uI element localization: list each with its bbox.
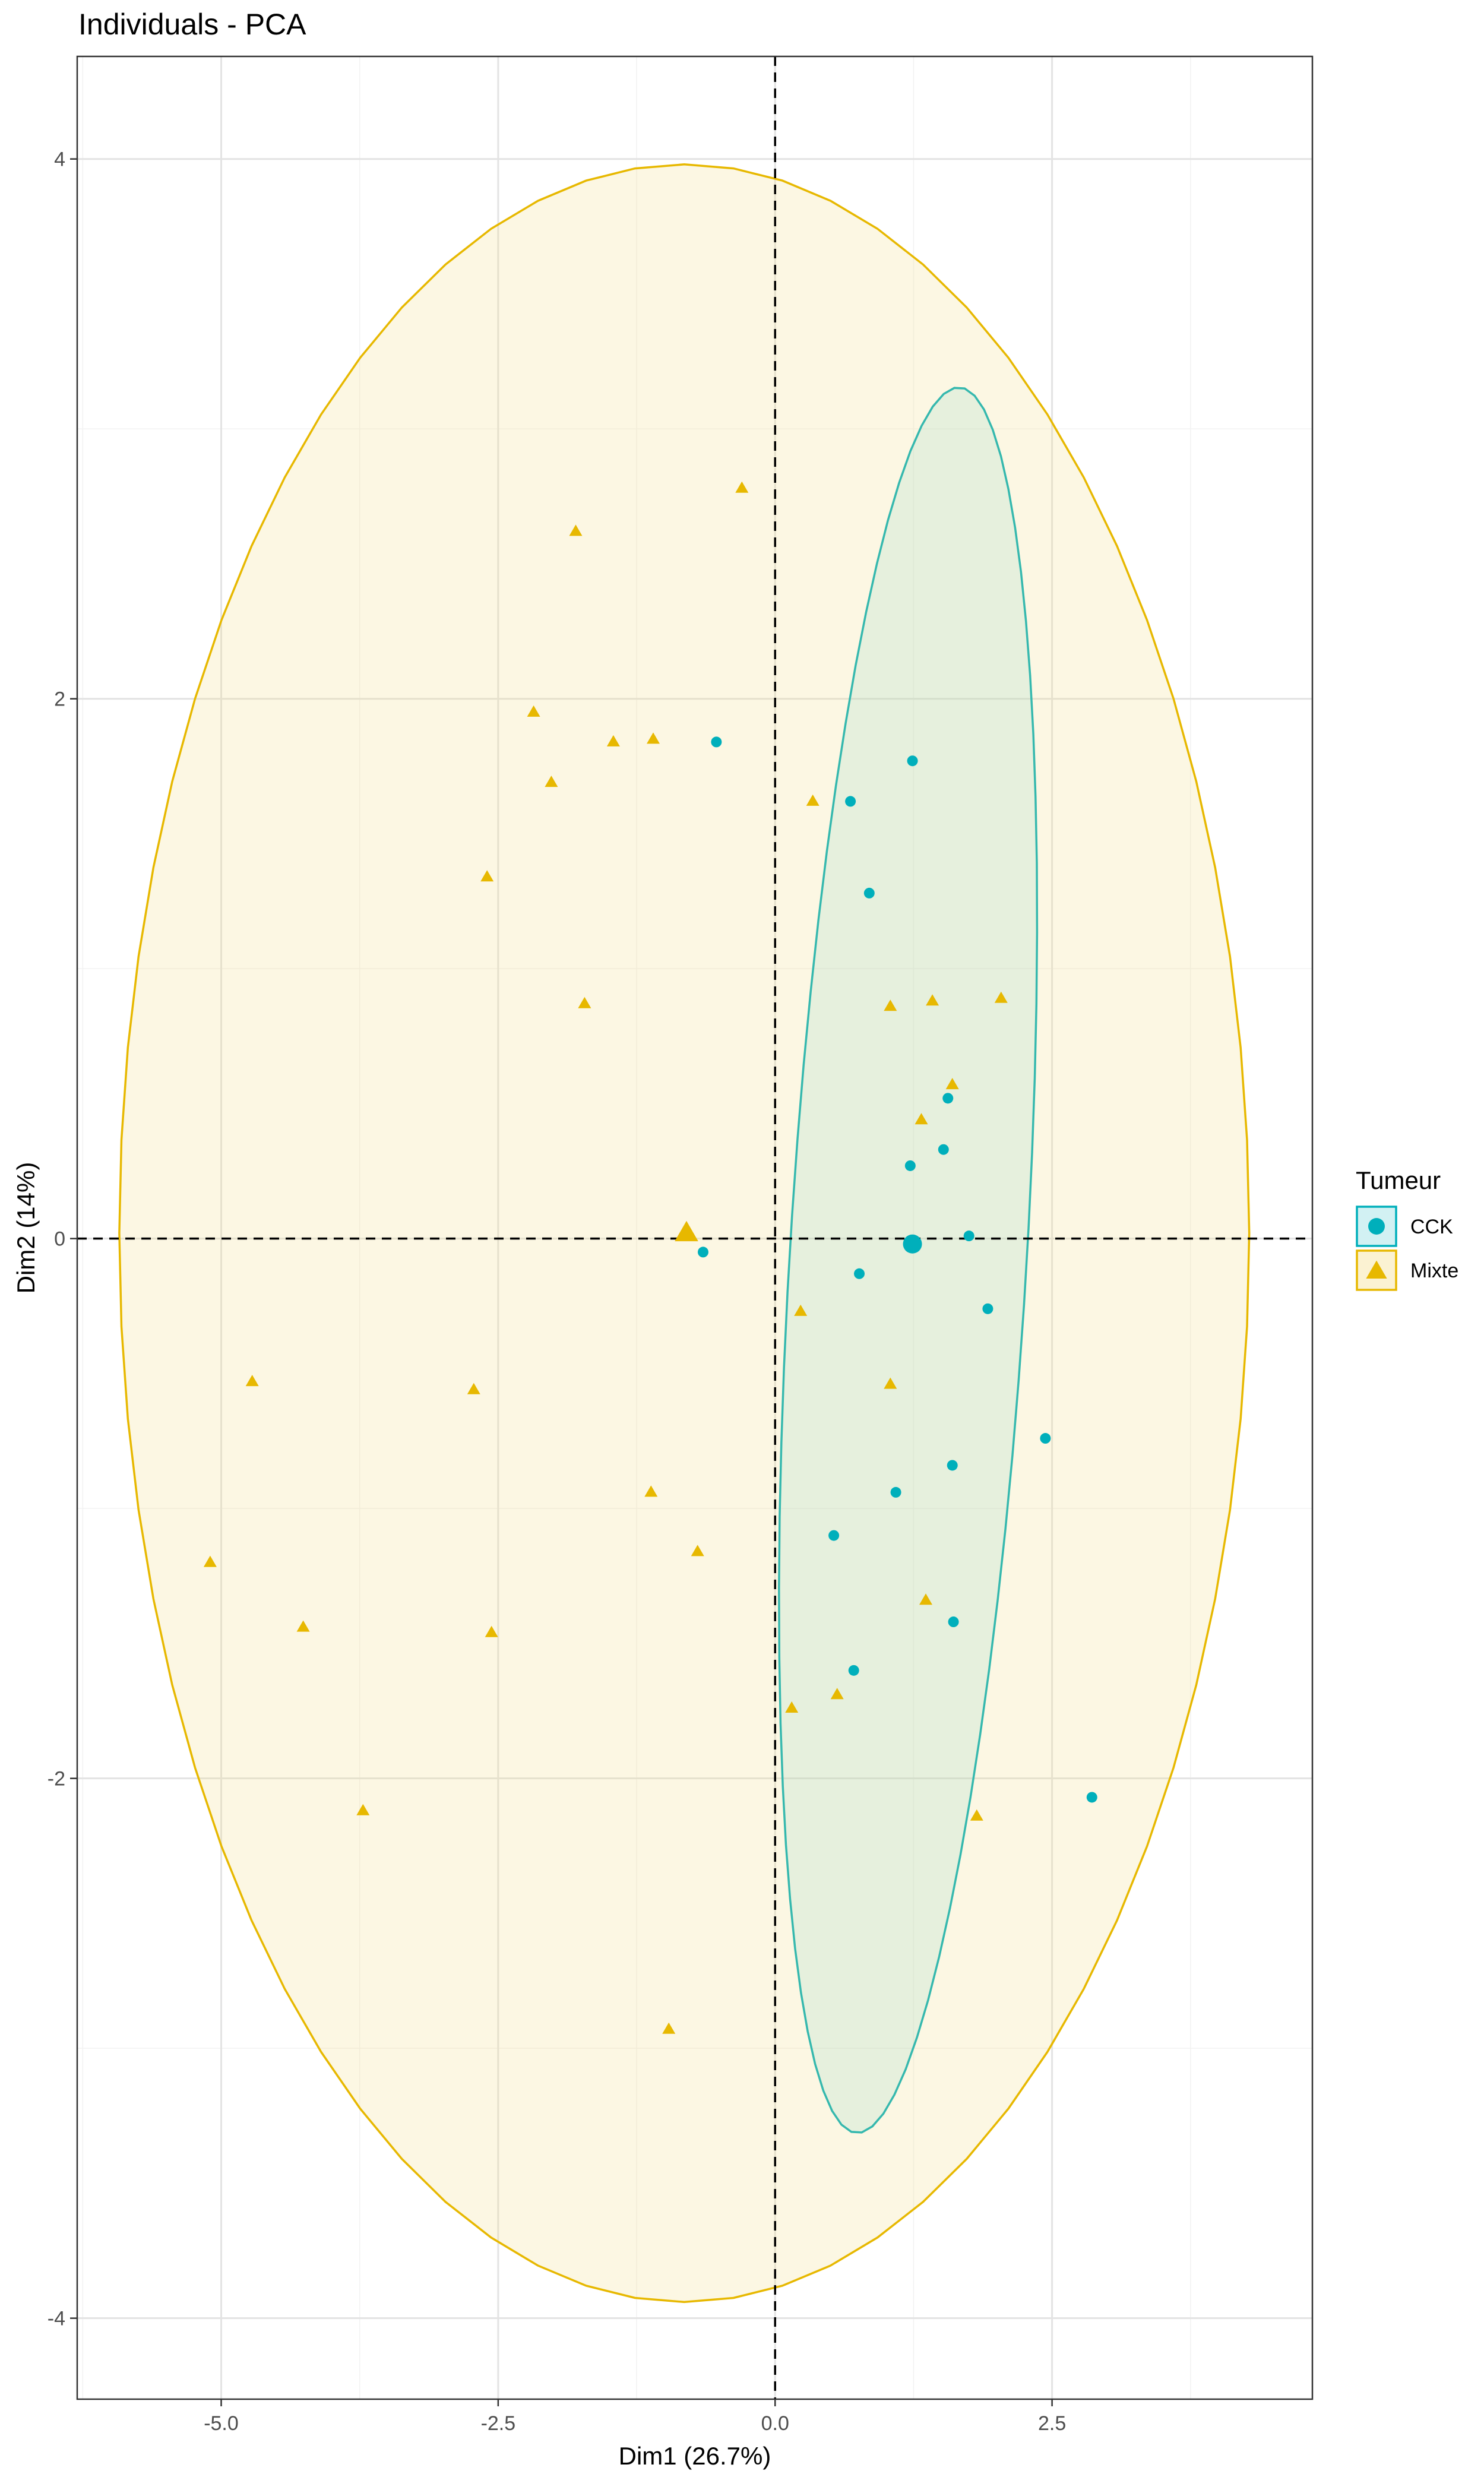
point-mixte [884, 1377, 897, 1389]
legend-title: Tumeur [1356, 1166, 1441, 1194]
x-tick-label: 2.5 [1038, 2412, 1066, 2435]
point-cck [948, 1616, 959, 1628]
point-cck [711, 736, 722, 748]
x-tick-label: 0.0 [761, 2412, 789, 2435]
point-mixte [203, 1555, 217, 1567]
legend-items: CCK Mixte [1356, 1206, 1458, 1291]
point-cck [863, 887, 875, 899]
point-cck [963, 1230, 974, 1242]
data-points [203, 481, 1097, 2034]
point-mixte [527, 705, 540, 717]
y-tick-label: 2 [54, 688, 65, 711]
legend-label-cck: CCK [1410, 1216, 1453, 1238]
point-mixte [480, 870, 494, 882]
y-axis: -4 -2 0 2 4 [48, 148, 77, 2330]
y-tick-label: -4 [48, 2308, 65, 2330]
point-cck [854, 1268, 865, 1279]
point-mixte [296, 1620, 310, 1632]
point-cck [1086, 1792, 1097, 1803]
point-mixte [919, 1593, 932, 1605]
point-mixte [691, 1545, 704, 1556]
panel-border [76, 55, 1314, 2400]
point-cck [938, 1144, 949, 1155]
y-tick-label: 0 [54, 1228, 65, 1251]
x-tick-label: -5.0 [204, 2412, 239, 2435]
legend: Tumeur CCK Mixte [1356, 1166, 1458, 1291]
point-mixte [915, 1113, 928, 1125]
point-mixte [994, 991, 1008, 1003]
ellipse-cck [778, 387, 1039, 2134]
y-tick-label: 4 [54, 148, 65, 171]
point-mixte [545, 776, 558, 787]
centroid-mixte [675, 1220, 698, 1242]
legend-label-mixte: Mixte [1410, 1260, 1458, 1282]
point-cck [828, 1530, 840, 1541]
grid-minor [77, 56, 1312, 2399]
point-cck [845, 796, 856, 807]
point-cck [1040, 1433, 1051, 1444]
point-cck [697, 1247, 708, 1258]
x-tick-label: -2.5 [481, 2412, 516, 2435]
point-mixte [884, 999, 897, 1011]
point-cck [947, 1460, 958, 1471]
x-axis: -5.0 -2.5 0.0 2.5 [204, 2399, 1066, 2435]
point-cck [848, 1665, 859, 1676]
point-mixte [970, 1809, 983, 1821]
point-mixte [830, 1688, 844, 1700]
group-centroids [675, 1220, 922, 1254]
point-cck [904, 1160, 916, 1171]
point-mixte [735, 481, 749, 493]
point-mixte [569, 524, 583, 536]
legend-marker-cck [1368, 1218, 1385, 1235]
point-mixte [644, 1485, 658, 1497]
y-axis-label: Dim2 (14%) [12, 1162, 40, 1294]
point-mixte [485, 1625, 498, 1637]
point-mixte [806, 794, 819, 806]
legend-marker-mixte [1366, 1260, 1387, 1279]
plot-panel [76, 55, 1314, 2400]
point-mixte [467, 1382, 480, 1394]
point-mixte [647, 732, 660, 744]
point-cck [942, 1093, 954, 1104]
chart-title: Individuals - PCA [78, 8, 306, 41]
point-mixte [245, 1375, 259, 1387]
point-mixte [794, 1304, 808, 1316]
point-mixte [785, 1701, 799, 1713]
point-cck [907, 755, 918, 767]
point-mixte [945, 1078, 959, 1090]
point-mixte [578, 996, 591, 1008]
point-mixte [606, 735, 620, 746]
centroid-cck [903, 1234, 922, 1254]
x-axis-label: Dim1 (26.7%) [619, 2442, 771, 2470]
point-mixte [356, 1804, 370, 1815]
point-mixte [662, 2022, 676, 2034]
point-cck [982, 1303, 993, 1314]
panel-background [77, 56, 1312, 2399]
point-cck [890, 1486, 901, 1498]
y-tick-label: -2 [48, 1768, 65, 1790]
point-mixte [926, 994, 939, 1006]
